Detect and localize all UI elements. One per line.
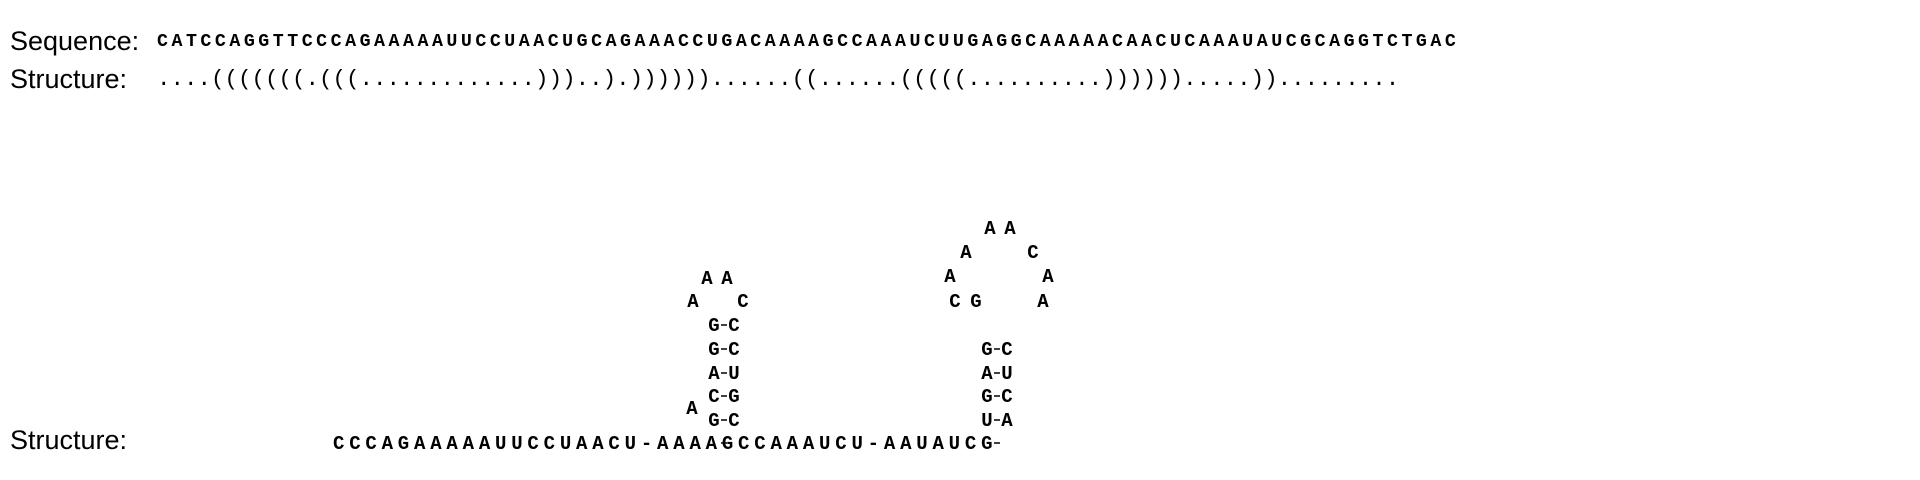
hairpin-2: G C A A A A C A A G C A U G C U A: [944, 218, 1054, 444]
hairpin2-loop-base: A: [1004, 218, 1016, 240]
hairpin1-loop-base: A: [687, 291, 699, 313]
base-pair: G C: [981, 339, 1012, 361]
sequence-text: CATCCAGGTTCCCAGAAAAAUUCCUAACUGCAGAAACCUG…: [157, 32, 1460, 52]
hairpin2-loop-base: A: [984, 218, 996, 240]
hairpin1-loop-base: A: [721, 268, 733, 290]
svg-text:G: G: [728, 386, 739, 408]
svg-text:U: U: [981, 410, 992, 432]
hairpin2-loop-base: A: [1042, 266, 1054, 288]
svg-text:G: G: [708, 315, 719, 337]
structure-label: Structure:: [10, 64, 128, 94]
base-pair: G C: [708, 410, 739, 432]
diagram-structure-label: Structure:: [10, 425, 128, 455]
hairpin2-loop-base: C: [1027, 242, 1038, 264]
base-pair: C G: [708, 386, 739, 408]
svg-text:U: U: [728, 363, 739, 385]
hairpin-1: A A A C G C G C A U C G G C A: [686, 268, 749, 444]
svg-text:A: A: [1001, 410, 1013, 432]
hairpin2-loop-base: A: [944, 266, 956, 288]
bulge-base: A: [686, 398, 698, 420]
hairpin2-loop-base: G: [970, 291, 981, 313]
svg-text:U: U: [1001, 363, 1012, 385]
svg-text:G: G: [708, 339, 719, 361]
hairpin2-loop-base: C: [949, 291, 960, 313]
base-pair: G C: [708, 315, 739, 337]
hairpin1-loop-base: C: [737, 291, 748, 313]
hairpin2-loop-base: A: [960, 242, 972, 264]
svg-text:G: G: [708, 410, 719, 432]
hairpin2-loop-base: A: [1037, 291, 1049, 313]
sequence-label: Sequence:: [10, 26, 140, 56]
dot-bracket-text: ....(((((((.(((.............)))..).)))))…: [157, 66, 1400, 92]
svg-text:A: A: [708, 363, 720, 385]
hairpin1-loop-base: A: [701, 268, 713, 290]
svg-text:C: C: [728, 315, 739, 337]
baseline-sequence: CCCAGAAAAAUUCCUAACU-AAAAGCCAAAUCU-AAUAUC…: [333, 433, 997, 455]
svg-text:A: A: [981, 363, 993, 385]
base-pair: G C: [981, 386, 1012, 408]
svg-text:G: G: [981, 339, 992, 361]
base-pair: G C: [708, 339, 739, 361]
svg-text:C: C: [728, 410, 739, 432]
svg-text:C: C: [728, 339, 739, 361]
base-pair: A U: [708, 363, 739, 385]
svg-text:C: C: [1001, 339, 1012, 361]
svg-text:G: G: [981, 386, 992, 408]
svg-text:C: C: [708, 386, 719, 408]
base-pair: A U: [981, 363, 1012, 385]
svg-text:C: C: [1001, 386, 1012, 408]
base-pair: U A: [981, 410, 1013, 432]
